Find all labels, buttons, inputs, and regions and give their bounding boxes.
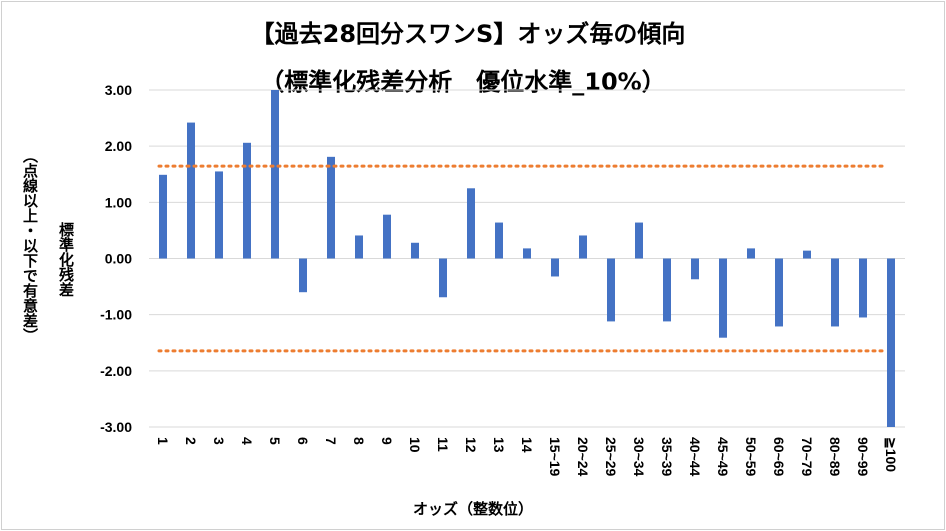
- x-tick-label: 13: [491, 437, 507, 453]
- x-tick-label: 7: [323, 437, 339, 445]
- x-tick-label: 5: [267, 437, 283, 445]
- bar: [439, 258, 447, 298]
- bar: [271, 90, 279, 259]
- bar: [803, 250, 811, 259]
- bar: [887, 258, 895, 427]
- x-tick-label: 2: [183, 437, 199, 445]
- y-tick-label: -3.00: [100, 419, 132, 435]
- x-tick-label: ≧100: [883, 437, 899, 472]
- x-tick-label: 15~19: [547, 437, 563, 477]
- bar: [775, 258, 783, 327]
- x-tick-label: 40~44: [687, 437, 703, 477]
- x-tick-label: 25~29: [603, 437, 619, 477]
- bar: [719, 258, 727, 338]
- y-tick-label: 2.00: [105, 138, 132, 154]
- bar: [831, 258, 839, 327]
- x-tick-label: 35~39: [659, 437, 675, 477]
- x-tick-label: 14: [519, 437, 535, 453]
- y-tick-label: -2.00: [100, 363, 132, 379]
- bar: [411, 242, 419, 259]
- x-tick-label: 50~59: [743, 437, 759, 477]
- bar: [383, 214, 391, 259]
- x-tick-label: 90~99: [855, 437, 871, 477]
- x-tick-label: 20~24: [575, 437, 591, 477]
- bar: [495, 222, 503, 259]
- x-tick-label: 30~34: [631, 437, 647, 477]
- bar: [215, 171, 223, 259]
- bar: [187, 122, 195, 259]
- bar: [691, 258, 699, 280]
- y-axis-label: 標準化残差: [57, 222, 75, 297]
- bar: [635, 222, 643, 259]
- bar: [327, 156, 335, 259]
- bar: [663, 258, 671, 322]
- x-tick-label: 12: [463, 437, 479, 453]
- bar: [299, 258, 307, 293]
- bar: [551, 258, 559, 277]
- bar: [243, 142, 251, 259]
- bar: [159, 174, 167, 259]
- y-tick-label: -1.00: [100, 307, 132, 323]
- bar: [467, 188, 475, 259]
- x-tick-label: 1: [155, 437, 171, 445]
- x-tick-label: 60~69: [771, 437, 787, 477]
- bar: [523, 248, 531, 259]
- x-tick-label: 9: [379, 437, 395, 445]
- y-tick-label: 3.00: [105, 82, 132, 98]
- bar: [747, 248, 755, 259]
- bar: [355, 235, 363, 259]
- x-tick-label: 45~49: [715, 437, 731, 477]
- bar: [579, 235, 587, 259]
- y-axis-note: （点線以上・以下で有意差）: [21, 148, 39, 343]
- x-tick-label: 3: [211, 437, 227, 445]
- y-tick-label: 0.00: [105, 251, 132, 267]
- x-tick-label: 70~79: [799, 437, 815, 477]
- x-tick-label: 6: [295, 437, 311, 445]
- x-tick-label: 4: [239, 437, 255, 445]
- x-tick-label: 8: [351, 437, 367, 445]
- chart-title: 【過去28回分スワンS】オッズ毎の傾向: [250, 20, 686, 48]
- x-tick-label: 11: [435, 437, 451, 452]
- bar: [859, 258, 867, 318]
- x-axis-label: オッズ（整数位）: [412, 500, 533, 518]
- x-tick-label: 10: [407, 437, 423, 453]
- y-tick-label: 1.00: [105, 194, 132, 210]
- chart-subtitle: （標準化残差分析 優位水準_10%）: [260, 68, 666, 96]
- x-tick-label: 80~89: [827, 437, 843, 477]
- bar: [607, 258, 615, 322]
